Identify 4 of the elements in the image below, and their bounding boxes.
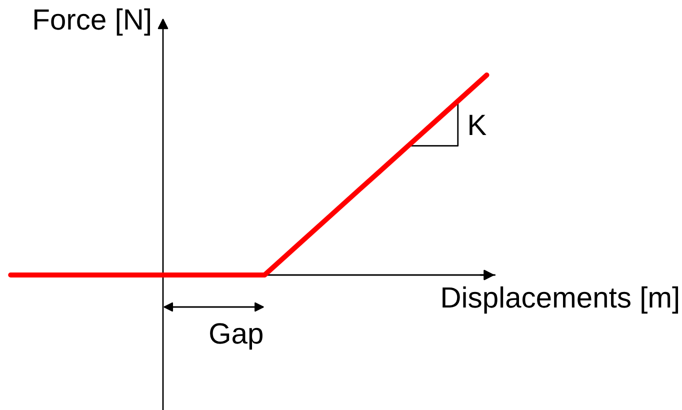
y-axis-title: Force [N]: [34, 8, 150, 36]
x-axis-title: Displacements [m]: [442, 286, 678, 314]
text: Gap: [210, 323, 262, 350]
annotation: K: [470, 114, 486, 135]
